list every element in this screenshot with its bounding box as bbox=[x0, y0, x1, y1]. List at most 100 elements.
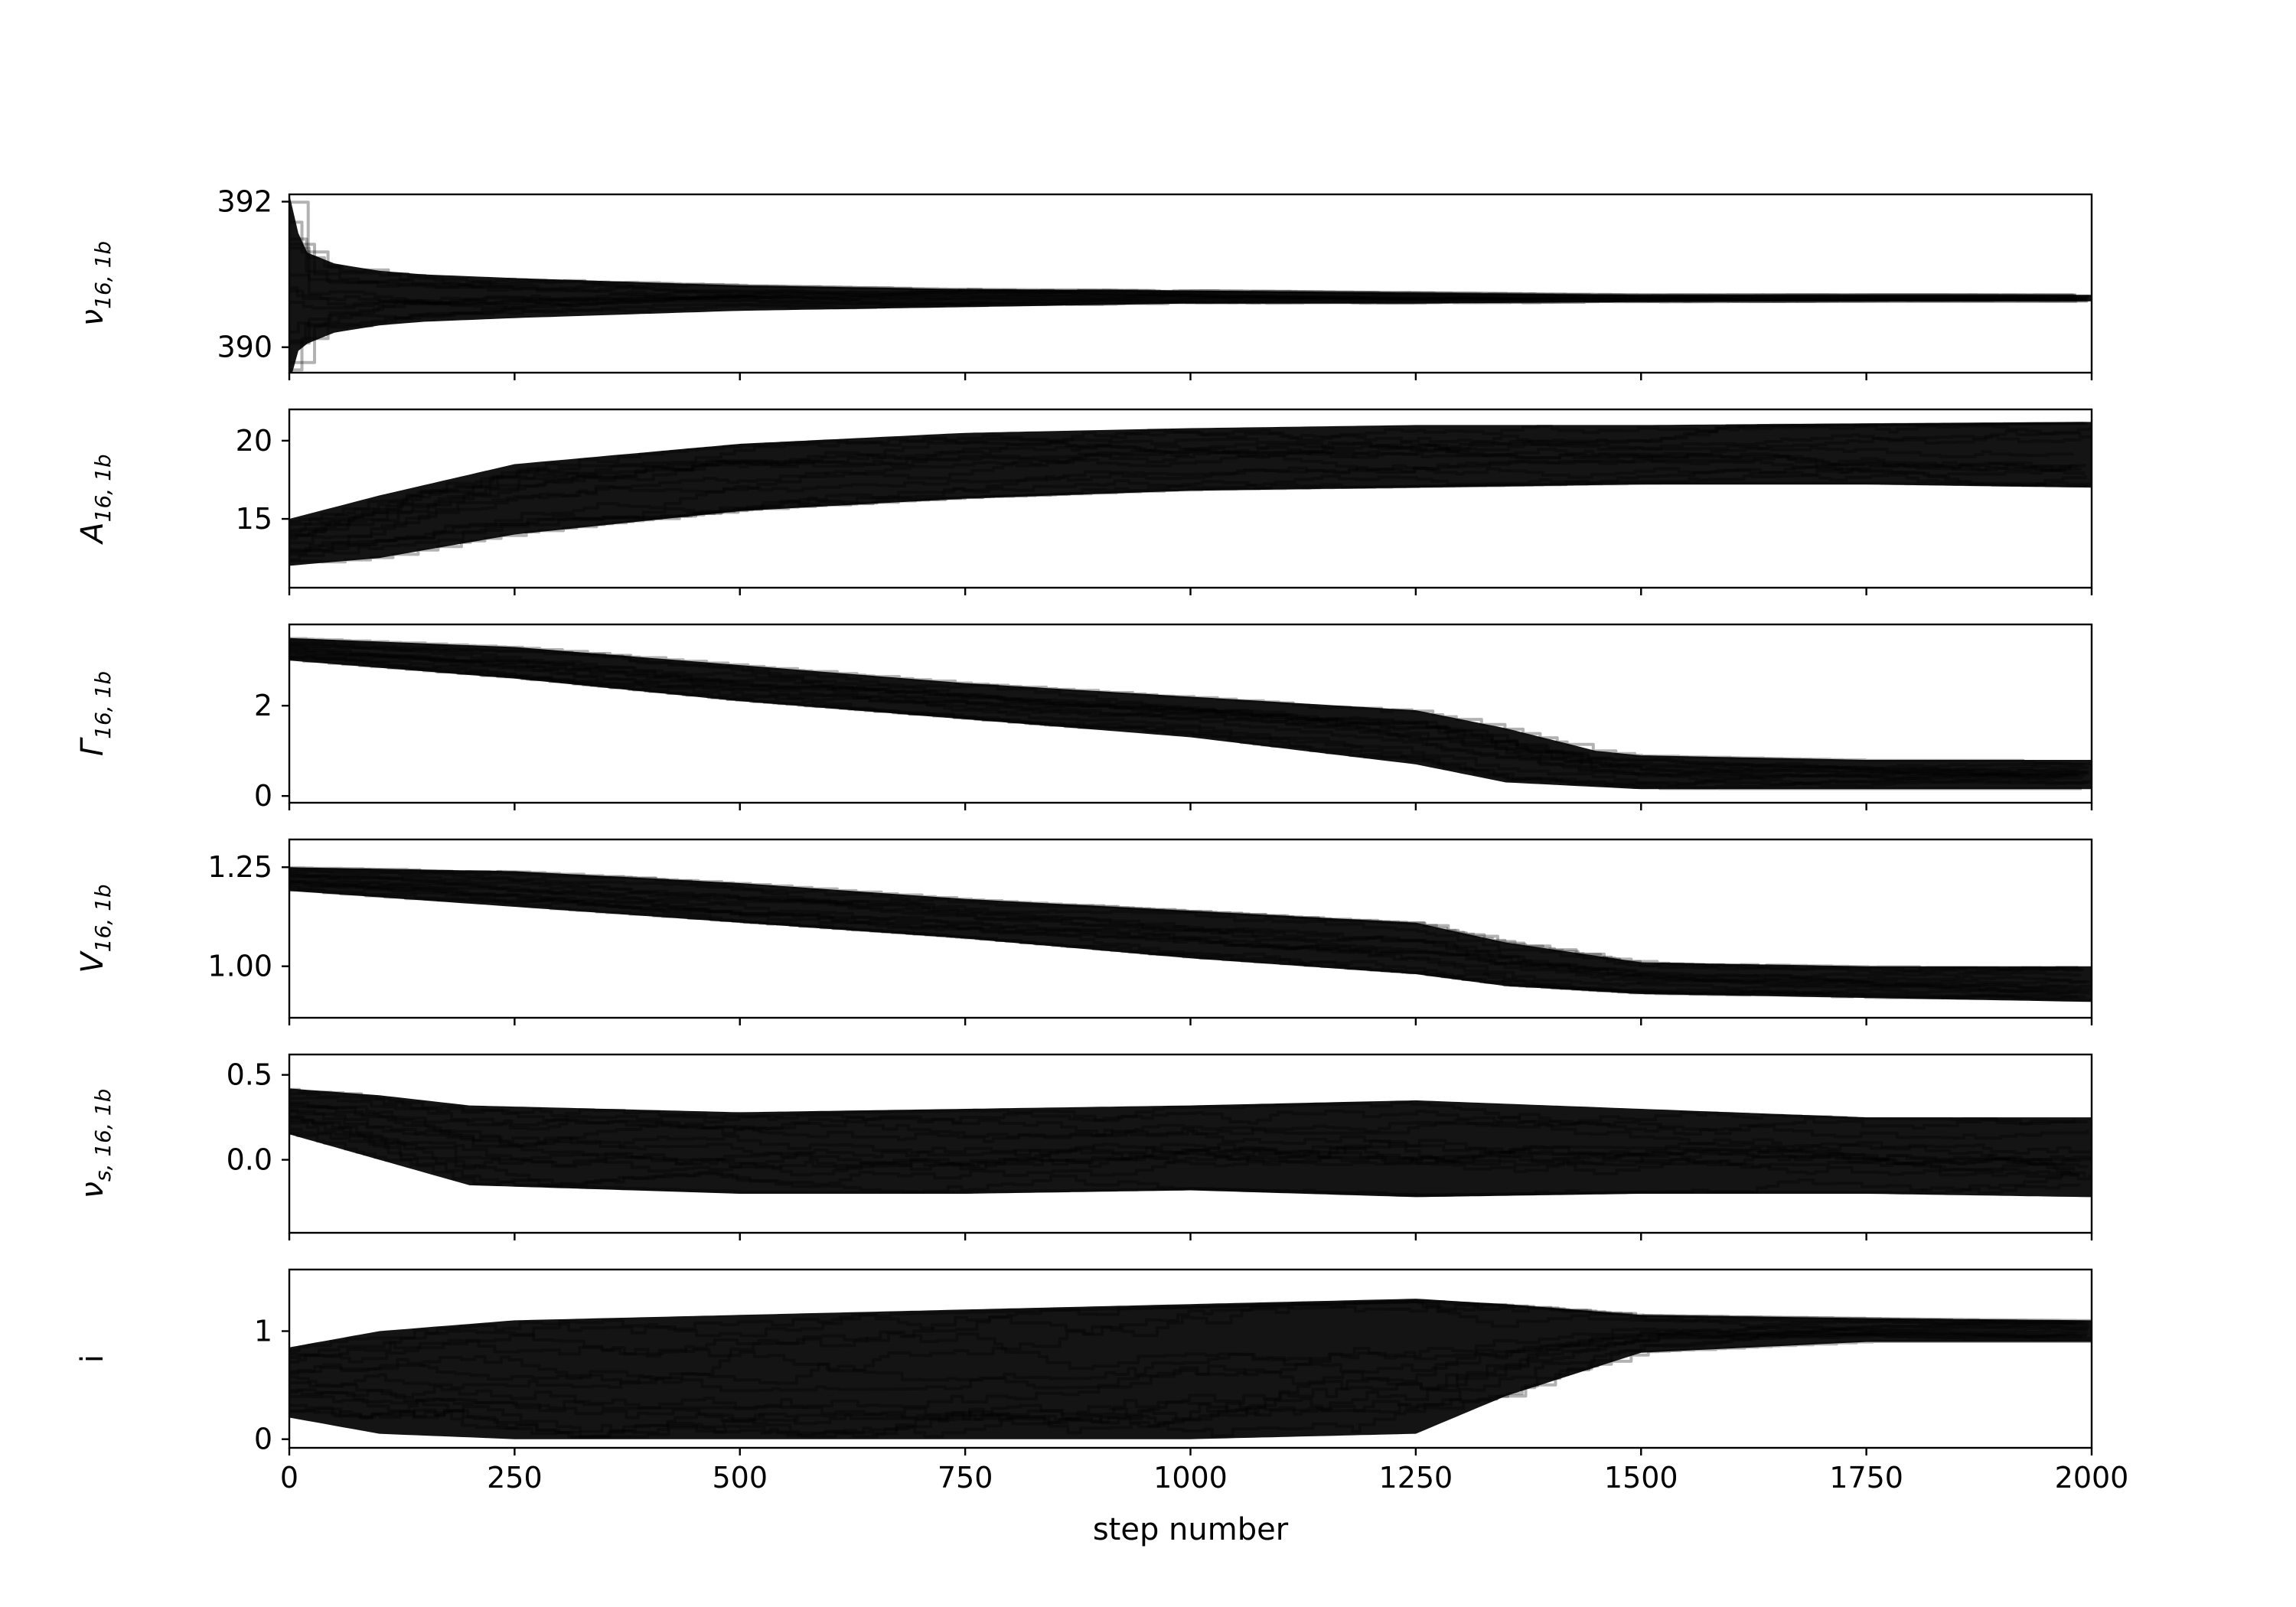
walker-trace bbox=[289, 1299, 2085, 1364]
walker-trace bbox=[289, 292, 2083, 310]
walker-trace bbox=[289, 1304, 2090, 1364]
walker-trace bbox=[289, 458, 2086, 556]
walker-trace bbox=[289, 1119, 2081, 1186]
walker-trace bbox=[289, 879, 2090, 995]
trace-panels: 390 392 ν16, 1b 15 20 A16, 1b 0 2 Γ16, 1b 1.00 1.2… bbox=[75, 185, 2128, 1495]
walker-trace bbox=[289, 656, 2092, 787]
walker-trace bbox=[289, 1324, 2090, 1393]
walker-trace bbox=[289, 875, 2068, 989]
walker-trace bbox=[289, 433, 2082, 538]
y-tick-label: 15 bbox=[236, 502, 272, 536]
walker-trace bbox=[289, 237, 2076, 298]
y-tick-label: 1.25 bbox=[207, 850, 272, 884]
walker-trace bbox=[289, 1116, 2092, 1181]
walker-trace bbox=[289, 468, 2087, 562]
trace-panel: 0 250 500 750 1000 1250 1500 1750 2000 0 1 i bbox=[75, 1268, 2129, 1495]
walker-trace bbox=[289, 220, 2076, 297]
y-axis-label: i bbox=[75, 1354, 110, 1363]
walker-traces bbox=[289, 637, 2092, 790]
walker-trace bbox=[289, 657, 2082, 790]
walker-trace bbox=[289, 644, 2078, 776]
y-tick-label: 0.5 bbox=[227, 1058, 272, 1092]
trace-panel: 0 2 Γ16, 1b bbox=[75, 623, 2093, 813]
walker-trace bbox=[289, 1321, 2077, 1385]
walker-trace bbox=[289, 443, 2073, 540]
walker-trace bbox=[289, 648, 2078, 779]
walker-trace bbox=[289, 422, 2086, 523]
walker-trace bbox=[289, 1096, 2076, 1131]
y-tick-label: 0 bbox=[254, 1423, 272, 1456]
x-tick-label: 1000 bbox=[1153, 1461, 1228, 1495]
walker-trace bbox=[289, 424, 2091, 534]
walker-trace bbox=[289, 295, 2086, 334]
y-axis-label: ν16, 1b bbox=[75, 241, 116, 326]
walker-trace bbox=[289, 1103, 2092, 1162]
trace-panel: 0.0 0.5 νs, 16, 1b bbox=[75, 1053, 2093, 1240]
walker-traces bbox=[289, 194, 2092, 373]
walker-trace bbox=[289, 886, 2092, 996]
walker-trace bbox=[289, 443, 2075, 536]
walker-trace bbox=[289, 888, 2087, 1000]
walker-trace bbox=[289, 243, 2089, 298]
walker-trace bbox=[289, 865, 2080, 971]
y-axis-label: V16, 1b bbox=[75, 884, 116, 973]
walker-trace bbox=[289, 1332, 2076, 1426]
walker-trace bbox=[289, 1101, 2092, 1155]
walker-trace bbox=[289, 1328, 2088, 1417]
walker-trace bbox=[289, 1121, 2089, 1172]
walker-trace bbox=[289, 1087, 2089, 1140]
y-tick-label: 0.0 bbox=[227, 1143, 272, 1177]
walker-ensemble-band bbox=[289, 867, 2092, 1002]
walker-trace bbox=[289, 1105, 2092, 1165]
walker-trace bbox=[289, 654, 2086, 790]
y-tick-label: 1.00 bbox=[207, 950, 272, 983]
walker-trace bbox=[289, 289, 2089, 308]
walker-ensemble-band bbox=[289, 1088, 2092, 1198]
walker-trace bbox=[289, 1340, 2092, 1439]
walker-ensemble-band bbox=[289, 422, 2092, 566]
y-axis-label: Γ16, 1b bbox=[75, 671, 116, 756]
x-tick-label: 2000 bbox=[2055, 1461, 2129, 1495]
walker-trace bbox=[289, 637, 2085, 767]
trace-panel: 1.00 1.25 V16, 1b bbox=[75, 838, 2093, 1025]
walker-trace bbox=[289, 1127, 2079, 1197]
walker-trace bbox=[289, 1332, 2087, 1439]
walker-trace bbox=[289, 1108, 2076, 1172]
walker-trace bbox=[289, 868, 2085, 973]
y-tick-label: 1 bbox=[254, 1314, 272, 1348]
walker-trace bbox=[289, 286, 2076, 305]
walker-trace bbox=[289, 656, 2089, 788]
walker-trace bbox=[289, 871, 2087, 984]
x-tick-label: 0 bbox=[280, 1461, 298, 1495]
walker-ensemble-band bbox=[289, 1299, 2092, 1439]
walker-trace bbox=[289, 481, 2089, 564]
walker-ensemble-band bbox=[289, 194, 2092, 373]
x-tick-label: 750 bbox=[938, 1461, 993, 1495]
walker-trace bbox=[289, 869, 2082, 974]
y-axis-label: νs, 16, 1b bbox=[75, 1089, 116, 1199]
walker-trace bbox=[289, 1115, 2072, 1177]
walker-traces bbox=[289, 1299, 2092, 1439]
walker-trace bbox=[289, 297, 2071, 343]
walker-trace bbox=[289, 873, 2091, 985]
walker-trace bbox=[289, 298, 2078, 364]
trace-panel: 390 392 ν16, 1b bbox=[75, 185, 2093, 380]
walker-trace bbox=[289, 645, 2080, 779]
walker-trace bbox=[289, 1334, 2092, 1439]
walker-trace bbox=[289, 455, 2078, 545]
y-tick-label: 20 bbox=[236, 424, 272, 458]
walker-trace bbox=[289, 448, 2082, 552]
x-tick-label: 250 bbox=[487, 1461, 543, 1495]
walker-trace bbox=[289, 1110, 2086, 1178]
y-tick-label: 2 bbox=[254, 689, 272, 722]
x-tick-label: 1750 bbox=[1829, 1461, 1903, 1495]
walker-trace bbox=[289, 429, 2092, 532]
walker-trace bbox=[289, 879, 2078, 994]
walker-trace bbox=[289, 273, 2077, 305]
y-tick-label: 0 bbox=[254, 779, 272, 813]
x-tick-label: 500 bbox=[712, 1461, 768, 1495]
y-axis-label: A16, 1b bbox=[75, 454, 116, 545]
walker-trace bbox=[289, 473, 2092, 554]
x-axis-label: step number bbox=[1093, 1512, 1289, 1547]
